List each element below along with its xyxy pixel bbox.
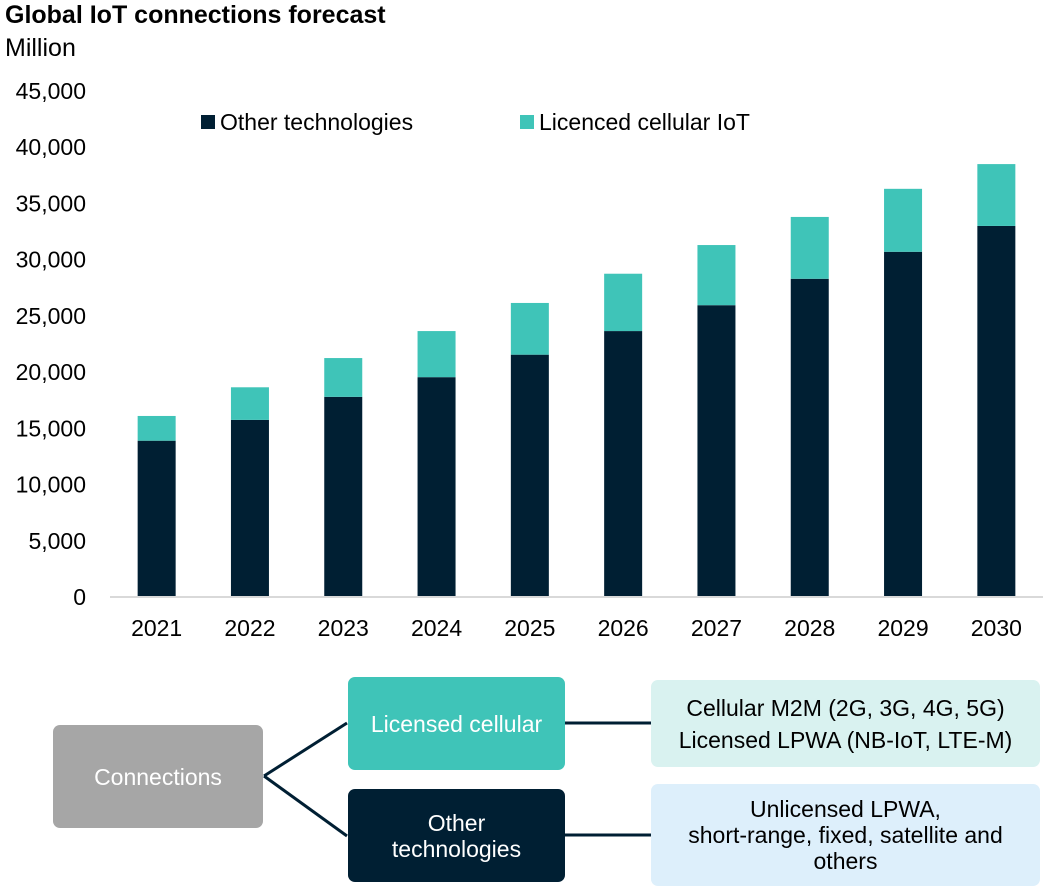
- bar-2025-other-technologies: [510, 354, 549, 597]
- other-technologies-detail-box: Unlicensed LPWA, short-range, fixed, sat…: [651, 784, 1040, 886]
- x-tick-label: 2024: [411, 615, 462, 641]
- y-tick-label: 20,000: [16, 359, 86, 385]
- y-tick-label: 30,000: [16, 247, 86, 273]
- other-detail-line-3: others: [813, 848, 878, 874]
- bar-2027-other-technologies: [697, 305, 736, 597]
- bar-2029-other-technologies: [884, 251, 923, 597]
- x-tick-label: 2026: [598, 615, 649, 641]
- legend-swatch-licenced-cellular-iot: [520, 115, 534, 129]
- connections-box: Connections: [53, 725, 263, 828]
- other-detail-line-2: short-range, fixed, satellite and: [688, 822, 1003, 848]
- bar-2026-other-technologies: [604, 331, 643, 597]
- x-tick-label: 2029: [877, 615, 928, 641]
- y-tick-label: 0: [73, 584, 86, 610]
- bar-2022-licenced-cellular-iot: [230, 387, 269, 420]
- bar-2029-licenced-cellular-iot: [884, 188, 923, 252]
- x-axis: 2021 2022 2023 2024 2025 2026 2027 2028 2029 2030: [131, 615, 1022, 641]
- bar-2030-licenced-cellular-iot: [977, 164, 1016, 226]
- y-axis: 0 5,000 10,000 15,000 20,000 25,000 30,000 35,0…: [16, 78, 86, 610]
- bar-2024-licenced-cellular-iot: [417, 331, 456, 378]
- x-tick-label: 2022: [224, 615, 275, 641]
- y-tick-label: 5,000: [28, 528, 86, 554]
- licensed-cellular-label: Licensed cellular: [370, 710, 543, 737]
- x-tick-label: 2030: [971, 615, 1022, 641]
- other-detail-line-1: Unlicensed LPWA,: [750, 796, 941, 822]
- legend-label-other-technologies: Other technologies: [220, 109, 413, 135]
- bars: [137, 164, 1016, 597]
- bar-2028-licenced-cellular-iot: [790, 216, 829, 279]
- other-technologies-label-line-2: technologies: [391, 835, 522, 862]
- x-tick-label: 2027: [691, 615, 742, 641]
- bar-2023-licenced-cellular-iot: [324, 358, 363, 397]
- other-technologies-box: Other technologies: [348, 789, 565, 882]
- legend-label-licenced-cellular-iot: Licenced cellular IoT: [539, 109, 750, 135]
- x-tick-label: 2028: [784, 615, 835, 641]
- connector-root-to-other: [263, 774, 348, 838]
- y-tick-label: 10,000: [16, 472, 86, 498]
- legend-item-other-technologies: Other technologies: [201, 109, 413, 135]
- licensed-cellular-detail-box: Cellular M2M (2G, 3G, 4G, 5G) Licensed L…: [651, 680, 1040, 767]
- other-technologies-label-line-1: Other: [427, 809, 486, 836]
- x-tick-label: 2021: [131, 615, 182, 641]
- bar-2021-other-technologies: [137, 440, 176, 597]
- chart-subtitle: Million: [5, 34, 76, 62]
- y-tick-label: 35,000: [16, 190, 86, 216]
- stacked-bar-chart: 0 5,000 10,000 15,000 20,000 25,000 30,000 35,0…: [16, 78, 1043, 641]
- connector-root-to-licensed: [263, 721, 348, 778]
- bar-2021-licenced-cellular-iot: [137, 415, 176, 441]
- bar-2025-licenced-cellular-iot: [510, 302, 549, 355]
- licensed-cellular-box: Licensed cellular: [348, 677, 565, 770]
- chart-title: Global IoT connections forecast: [5, 1, 386, 29]
- y-tick-label: 45,000: [16, 78, 86, 104]
- bar-2026-licenced-cellular-iot: [604, 273, 643, 332]
- x-tick-label: 2023: [318, 615, 369, 641]
- bar-2028-other-technologies: [790, 278, 829, 597]
- bar-2023-other-technologies: [324, 396, 363, 597]
- legend-item-licenced-cellular-iot: Licenced cellular IoT: [520, 109, 750, 135]
- y-tick-label: 40,000: [16, 134, 86, 160]
- y-tick-label: 25,000: [16, 303, 86, 329]
- x-tick-label: 2025: [504, 615, 555, 641]
- legend-swatch-other-technologies: [201, 115, 215, 129]
- bar-2022-other-technologies: [230, 419, 269, 597]
- legend: Other technologies Licenced cellular IoT: [201, 109, 750, 135]
- licensed-detail-line-2: Licensed LPWA (NB-IoT, LTE-M): [678, 726, 1013, 753]
- bar-2030-other-technologies: [977, 225, 1016, 597]
- licensed-detail-line-1: Cellular M2M (2G, 3G, 4G, 5G): [686, 694, 1005, 721]
- bar-2024-other-technologies: [417, 377, 456, 597]
- connections-label: Connections: [94, 763, 222, 790]
- y-tick-label: 15,000: [16, 415, 86, 441]
- bar-2027-licenced-cellular-iot: [697, 245, 736, 306]
